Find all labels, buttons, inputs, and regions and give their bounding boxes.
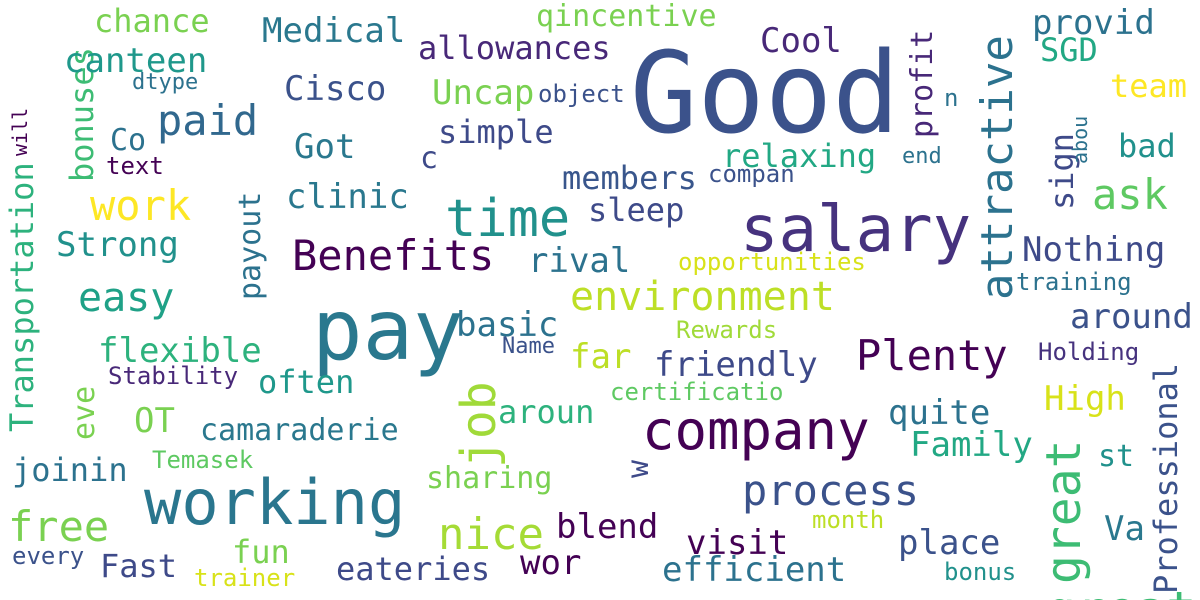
word: quite — [888, 393, 991, 433]
word: efficient — [662, 550, 847, 590]
word: training — [1016, 268, 1132, 296]
word: c — [420, 141, 439, 176]
word: Strong — [56, 225, 179, 265]
word: Holding — [1038, 338, 1140, 366]
word: Benefits — [292, 231, 495, 280]
word: canteen — [64, 41, 208, 81]
word: job — [451, 381, 507, 468]
word: Got — [294, 127, 356, 167]
word: bad — [1118, 127, 1176, 165]
word: around — [1070, 297, 1193, 337]
word: friendly — [654, 345, 818, 385]
word: environment — [570, 274, 835, 320]
word: certificatio — [610, 378, 784, 406]
word: great — [1036, 439, 1092, 585]
word: Cool — [760, 21, 842, 61]
word: eve — [67, 385, 102, 440]
word: profit — [905, 29, 940, 138]
word: text — [106, 152, 164, 180]
word: visit — [686, 523, 789, 563]
word: bonus — [944, 558, 1017, 586]
word: dtype — [132, 70, 199, 95]
word: Fast — [100, 547, 178, 585]
word: chance — [94, 2, 210, 40]
word: great — [1046, 585, 1197, 600]
word: provid — [1032, 3, 1155, 43]
word: blend — [556, 507, 659, 547]
word: Family — [910, 425, 1033, 465]
word: Transportation — [3, 162, 41, 432]
word: sleep — [588, 191, 685, 229]
word: company — [642, 399, 870, 462]
word: Medical — [262, 11, 406, 51]
word: compan — [708, 160, 795, 188]
word: OT — [134, 401, 175, 441]
word: opportunities — [678, 248, 866, 276]
word: sharing — [426, 461, 553, 496]
word: flexible — [98, 331, 262, 371]
word: month — [812, 506, 885, 534]
word: Good — [630, 29, 900, 159]
word: free — [8, 502, 110, 551]
word: process — [742, 466, 920, 515]
word: members — [562, 159, 697, 197]
word: object — [538, 80, 625, 108]
word: every — [12, 542, 85, 570]
word: salary — [740, 193, 972, 267]
word: time — [445, 189, 571, 249]
word: end — [902, 144, 942, 169]
word: rival — [528, 241, 631, 281]
word: team — [1110, 67, 1188, 105]
word: often — [258, 363, 355, 401]
word: payout — [233, 191, 268, 300]
word: Rewards — [676, 316, 778, 344]
word: allowances — [418, 29, 611, 67]
word: qincentive — [536, 0, 717, 34]
word: simple — [438, 113, 554, 151]
word: eateries — [336, 550, 491, 588]
word: relaxing — [722, 137, 877, 175]
word: Stability — [108, 362, 239, 390]
word: joinin — [12, 451, 128, 489]
word: will — [8, 107, 32, 156]
word: work — [90, 181, 192, 230]
word: Uncap — [432, 73, 535, 113]
word: Cisco — [284, 69, 387, 109]
word: camaraderie — [200, 413, 399, 448]
word: place — [898, 523, 1001, 563]
word: Co — [110, 123, 147, 158]
word: trainer — [194, 564, 296, 592]
word: working — [144, 466, 406, 539]
word: clinic — [286, 177, 409, 217]
word: High — [1044, 379, 1126, 419]
word: Temasek — [152, 446, 254, 474]
word: st — [1098, 439, 1135, 474]
word: aroun — [498, 393, 595, 431]
word: SGD — [1040, 31, 1098, 69]
word: easy — [78, 275, 175, 321]
word: fun — [232, 533, 290, 571]
word: wor — [520, 543, 582, 583]
word: n — [944, 84, 959, 112]
word: Va — [1104, 509, 1145, 549]
word: attractive — [972, 35, 1023, 300]
word: Plenty — [856, 331, 1008, 380]
word: pay — [312, 281, 464, 379]
word: paid — [157, 96, 259, 145]
word: Name — [502, 334, 555, 359]
word: far — [570, 337, 632, 377]
word: Professional — [1147, 362, 1185, 594]
word: basic — [456, 305, 559, 345]
word: nice — [438, 509, 544, 560]
word: abou — [1068, 115, 1092, 164]
word: ask — [1092, 170, 1168, 219]
word: Nothing — [1022, 230, 1166, 270]
word: w — [621, 459, 656, 478]
